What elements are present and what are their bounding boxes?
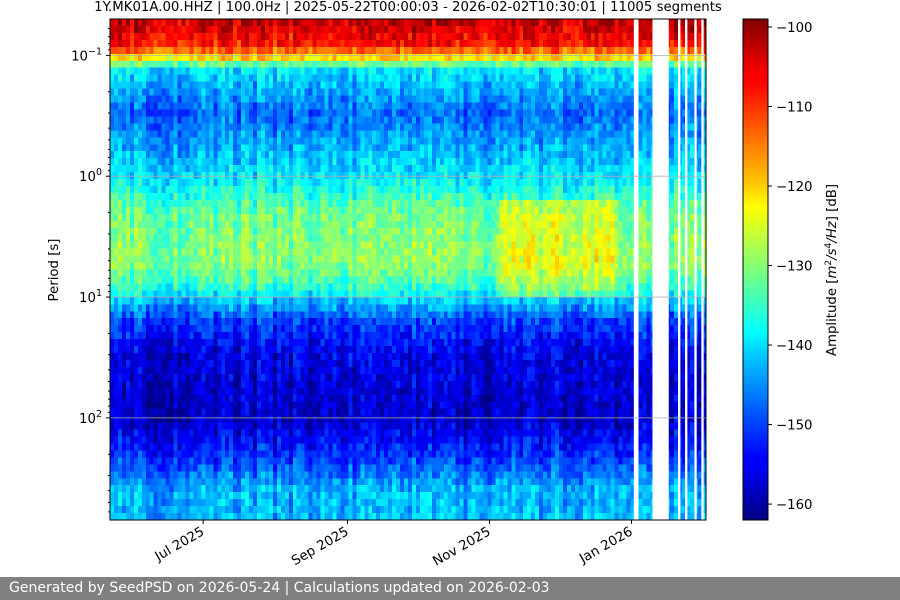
- colorbar-tick-label: −130: [776, 260, 813, 275]
- grid-lines: [110, 54, 706, 419]
- colorbar-tick-label: −150: [776, 419, 813, 434]
- x-tick-label: Jul 2025: [152, 524, 207, 565]
- y-axis: 10−1 100 101 102: [71, 28, 110, 513]
- x-axis: Jul 2025 Sep 2025 Nov 2025 Jan 2026: [152, 520, 636, 569]
- y-tick-label: 102: [79, 409, 102, 427]
- y-tick-label: 101: [79, 288, 102, 306]
- x-tick-label: Sep 2025: [289, 524, 351, 569]
- data-gap: [652, 19, 669, 520]
- data-gap: [678, 19, 681, 520]
- x-tick-label: Jan 2026: [576, 524, 635, 567]
- y-axis-label: Period [s]: [47, 239, 62, 302]
- plot-frame: [109, 18, 707, 521]
- colorbar: [742, 18, 769, 521]
- colorbar-tick-label: −140: [776, 339, 813, 354]
- colorbar-label: Amplitude [m2/s4/Hz] [dB]: [824, 184, 840, 356]
- footer-bar: Generated by SeedPSD on 2026-05-24 | Cal…: [0, 577, 900, 600]
- data-gap: [694, 19, 697, 520]
- colorbar-tick-label: −160: [776, 498, 813, 513]
- colorbar-axis: −100 −110 −120 −130 −140 −150 −160: [768, 21, 813, 513]
- footer-text: Generated by SeedPSD on 2026-05-24 | Cal…: [9, 580, 550, 596]
- chart-title: 1Y.MK01A.00.HHZ | 100.0Hz | 2025-05-22T0…: [94, 0, 722, 15]
- colorbar-tick-label: −100: [776, 21, 813, 36]
- y-tick-label: 10−1: [71, 46, 102, 64]
- data-gap: [633, 19, 639, 520]
- spectrogram-heatmap: [110, 19, 706, 520]
- y-tick-label: 100: [79, 167, 102, 185]
- data-gap: [701, 19, 704, 520]
- x-tick-label: Nov 2025: [431, 524, 494, 569]
- colorbar-tick-label: −110: [776, 100, 813, 115]
- data-gap: [685, 19, 688, 520]
- colorbar-tick-label: −120: [776, 180, 813, 195]
- data-gaps: [633, 19, 704, 520]
